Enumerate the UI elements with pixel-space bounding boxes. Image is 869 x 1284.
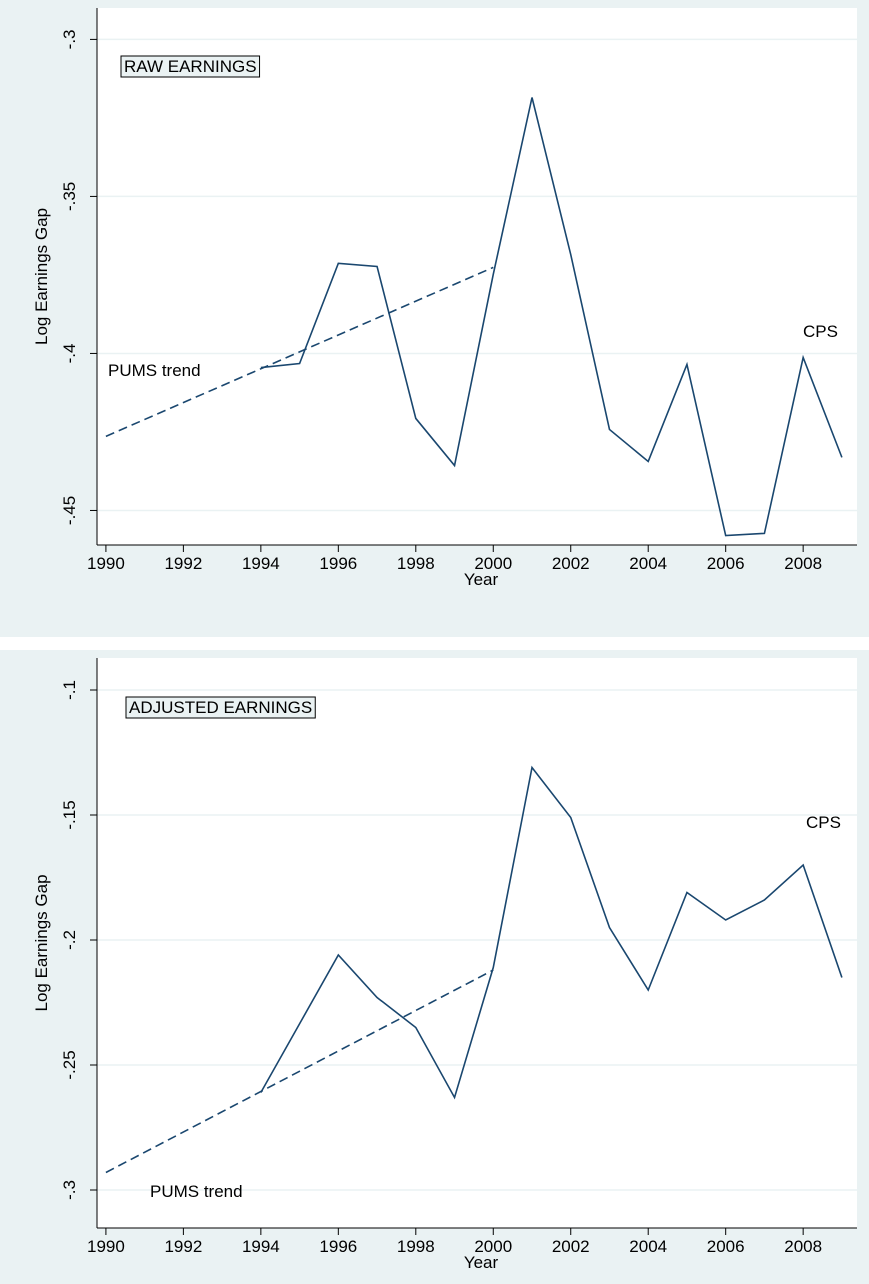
plot-area — [97, 8, 857, 545]
panel-label: RAW EARNINGS — [124, 57, 257, 76]
trend-line — [105, 969, 494, 1174]
y-tick-label: -.2 — [60, 930, 79, 950]
x-tick-label: 1990 — [87, 1237, 125, 1256]
x-tick-label: 1996 — [319, 554, 357, 573]
x-tick-label: 2000 — [474, 554, 512, 573]
panel-label-box — [125, 696, 316, 719]
y-tick-label: -.1 — [60, 680, 79, 700]
y-tick-label: -.45 — [60, 496, 79, 525]
plot-area — [97, 658, 857, 1228]
y-tick-label: -.25 — [60, 1050, 79, 1079]
x-tick-label: 2004 — [629, 554, 667, 573]
x-tick-label: 1990 — [87, 554, 125, 573]
y-tick-label: -.3 — [60, 29, 79, 49]
x-tick-label: 1998 — [397, 554, 435, 573]
series-annotation: PUMS trend — [108, 361, 201, 380]
x-tick-label: 2002 — [552, 554, 590, 573]
x-tick-label: 2008 — [784, 1237, 822, 1256]
x-axis-title: Year — [464, 570, 499, 589]
x-tick-label: 1998 — [397, 1237, 435, 1256]
panel-label-box — [120, 55, 261, 78]
panel-label: ADJUSTED EARNINGS — [129, 698, 312, 717]
x-tick-label: 1992 — [164, 1237, 202, 1256]
data-line — [260, 97, 843, 537]
y-axis-title: Log Earnings Gap — [32, 874, 51, 1011]
data-line — [260, 765, 843, 1100]
trend-line — [105, 266, 494, 438]
series-annotation: CPS — [803, 322, 838, 341]
y-axis-title: Log Earnings Gap — [32, 208, 51, 345]
y-tick-label: -.35 — [60, 182, 79, 211]
series-annotation: CPS — [806, 813, 841, 832]
y-tick-label: -.4 — [60, 344, 79, 364]
x-tick-label: 1992 — [164, 554, 202, 573]
y-tick-label: -.15 — [60, 800, 79, 829]
x-tick-label: 1994 — [242, 554, 280, 573]
x-tick-label: 2000 — [474, 1237, 512, 1256]
y-tick-label: -.3 — [60, 1180, 79, 1200]
x-axis-title: Year — [464, 1253, 499, 1272]
x-tick-label: 1996 — [319, 1237, 357, 1256]
x-tick-label: 2006 — [707, 554, 745, 573]
x-tick-label: 2002 — [552, 1237, 590, 1256]
x-tick-label: 2004 — [629, 1237, 667, 1256]
x-tick-label: 2008 — [784, 554, 822, 573]
x-tick-label: 1994 — [242, 1237, 280, 1256]
x-tick-label: 2006 — [707, 1237, 745, 1256]
series-annotation: PUMS trend — [150, 1182, 243, 1201]
